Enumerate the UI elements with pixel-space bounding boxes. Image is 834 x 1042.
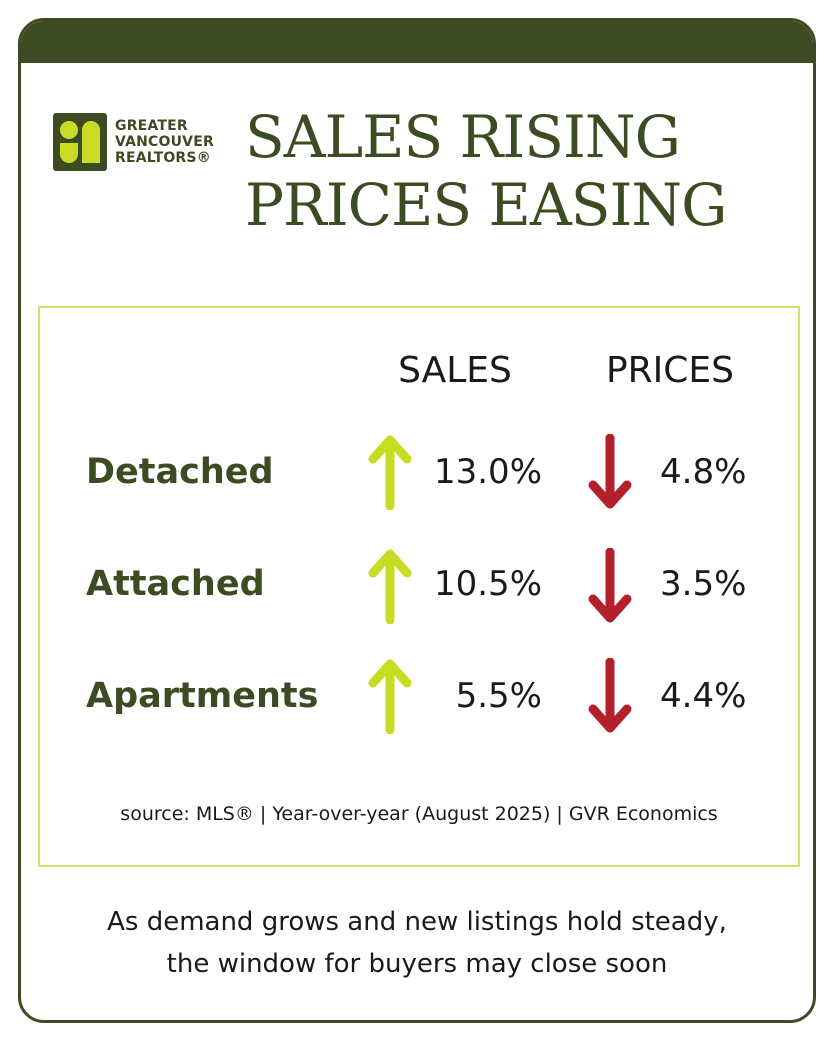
sales-value-apartments: 5.5%: [455, 676, 542, 716]
headline: SALES RISING PRICES EASING: [245, 103, 727, 239]
row-label-attached: Attached: [86, 564, 265, 604]
logo-wordmark: GREATER VANCOUVER REALTORS®: [115, 118, 214, 166]
footer-line-1: As demand grows and new listings hold st…: [107, 907, 727, 937]
arrow-down-icon: [588, 434, 632, 509]
prices-value-attached: 3.5%: [660, 564, 747, 604]
logo-line-1: GREATER: [115, 118, 188, 134]
arrow-down-icon: [588, 658, 632, 733]
column-header-sales: SALES: [398, 350, 512, 391]
headline-line-1: SALES RISING: [245, 103, 681, 171]
prices-value-apartments: 4.4%: [660, 676, 747, 716]
sales-value-detached: 13.0%: [433, 452, 542, 492]
top-band: [21, 21, 813, 63]
column-header-prices: PRICES: [605, 350, 735, 391]
row-label-apartments: Apartments: [86, 676, 319, 716]
infographic-card: GREATER VANCOUVER REALTORS® SALES RISING…: [18, 18, 816, 1023]
arrow-up-icon: [368, 659, 412, 734]
footer-message: As demand grows and new listings hold st…: [21, 901, 813, 985]
source-note: source: MLS® | Year-over-year (August 20…: [120, 803, 718, 825]
gvr-logo-mark-icon: [53, 113, 107, 171]
footer-line-2: the window for buyers may close soon: [166, 949, 668, 979]
arrow-down-icon: [588, 548, 632, 623]
headline-line-2: PRICES EASING: [245, 171, 727, 239]
sales-value-attached: 10.5%: [433, 564, 542, 604]
logo-line-3: REALTORS®: [115, 150, 211, 166]
prices-value-detached: 4.8%: [660, 452, 747, 492]
logo-line-2: VANCOUVER: [115, 134, 214, 150]
stats-box: SALES PRICES Detached 13.0% 4.8% Attache…: [38, 306, 800, 867]
arrow-up-icon: [368, 435, 412, 510]
row-label-detached: Detached: [86, 452, 274, 492]
arrow-up-icon: [368, 549, 412, 624]
gvr-logo: GREATER VANCOUVER REALTORS®: [53, 113, 214, 171]
